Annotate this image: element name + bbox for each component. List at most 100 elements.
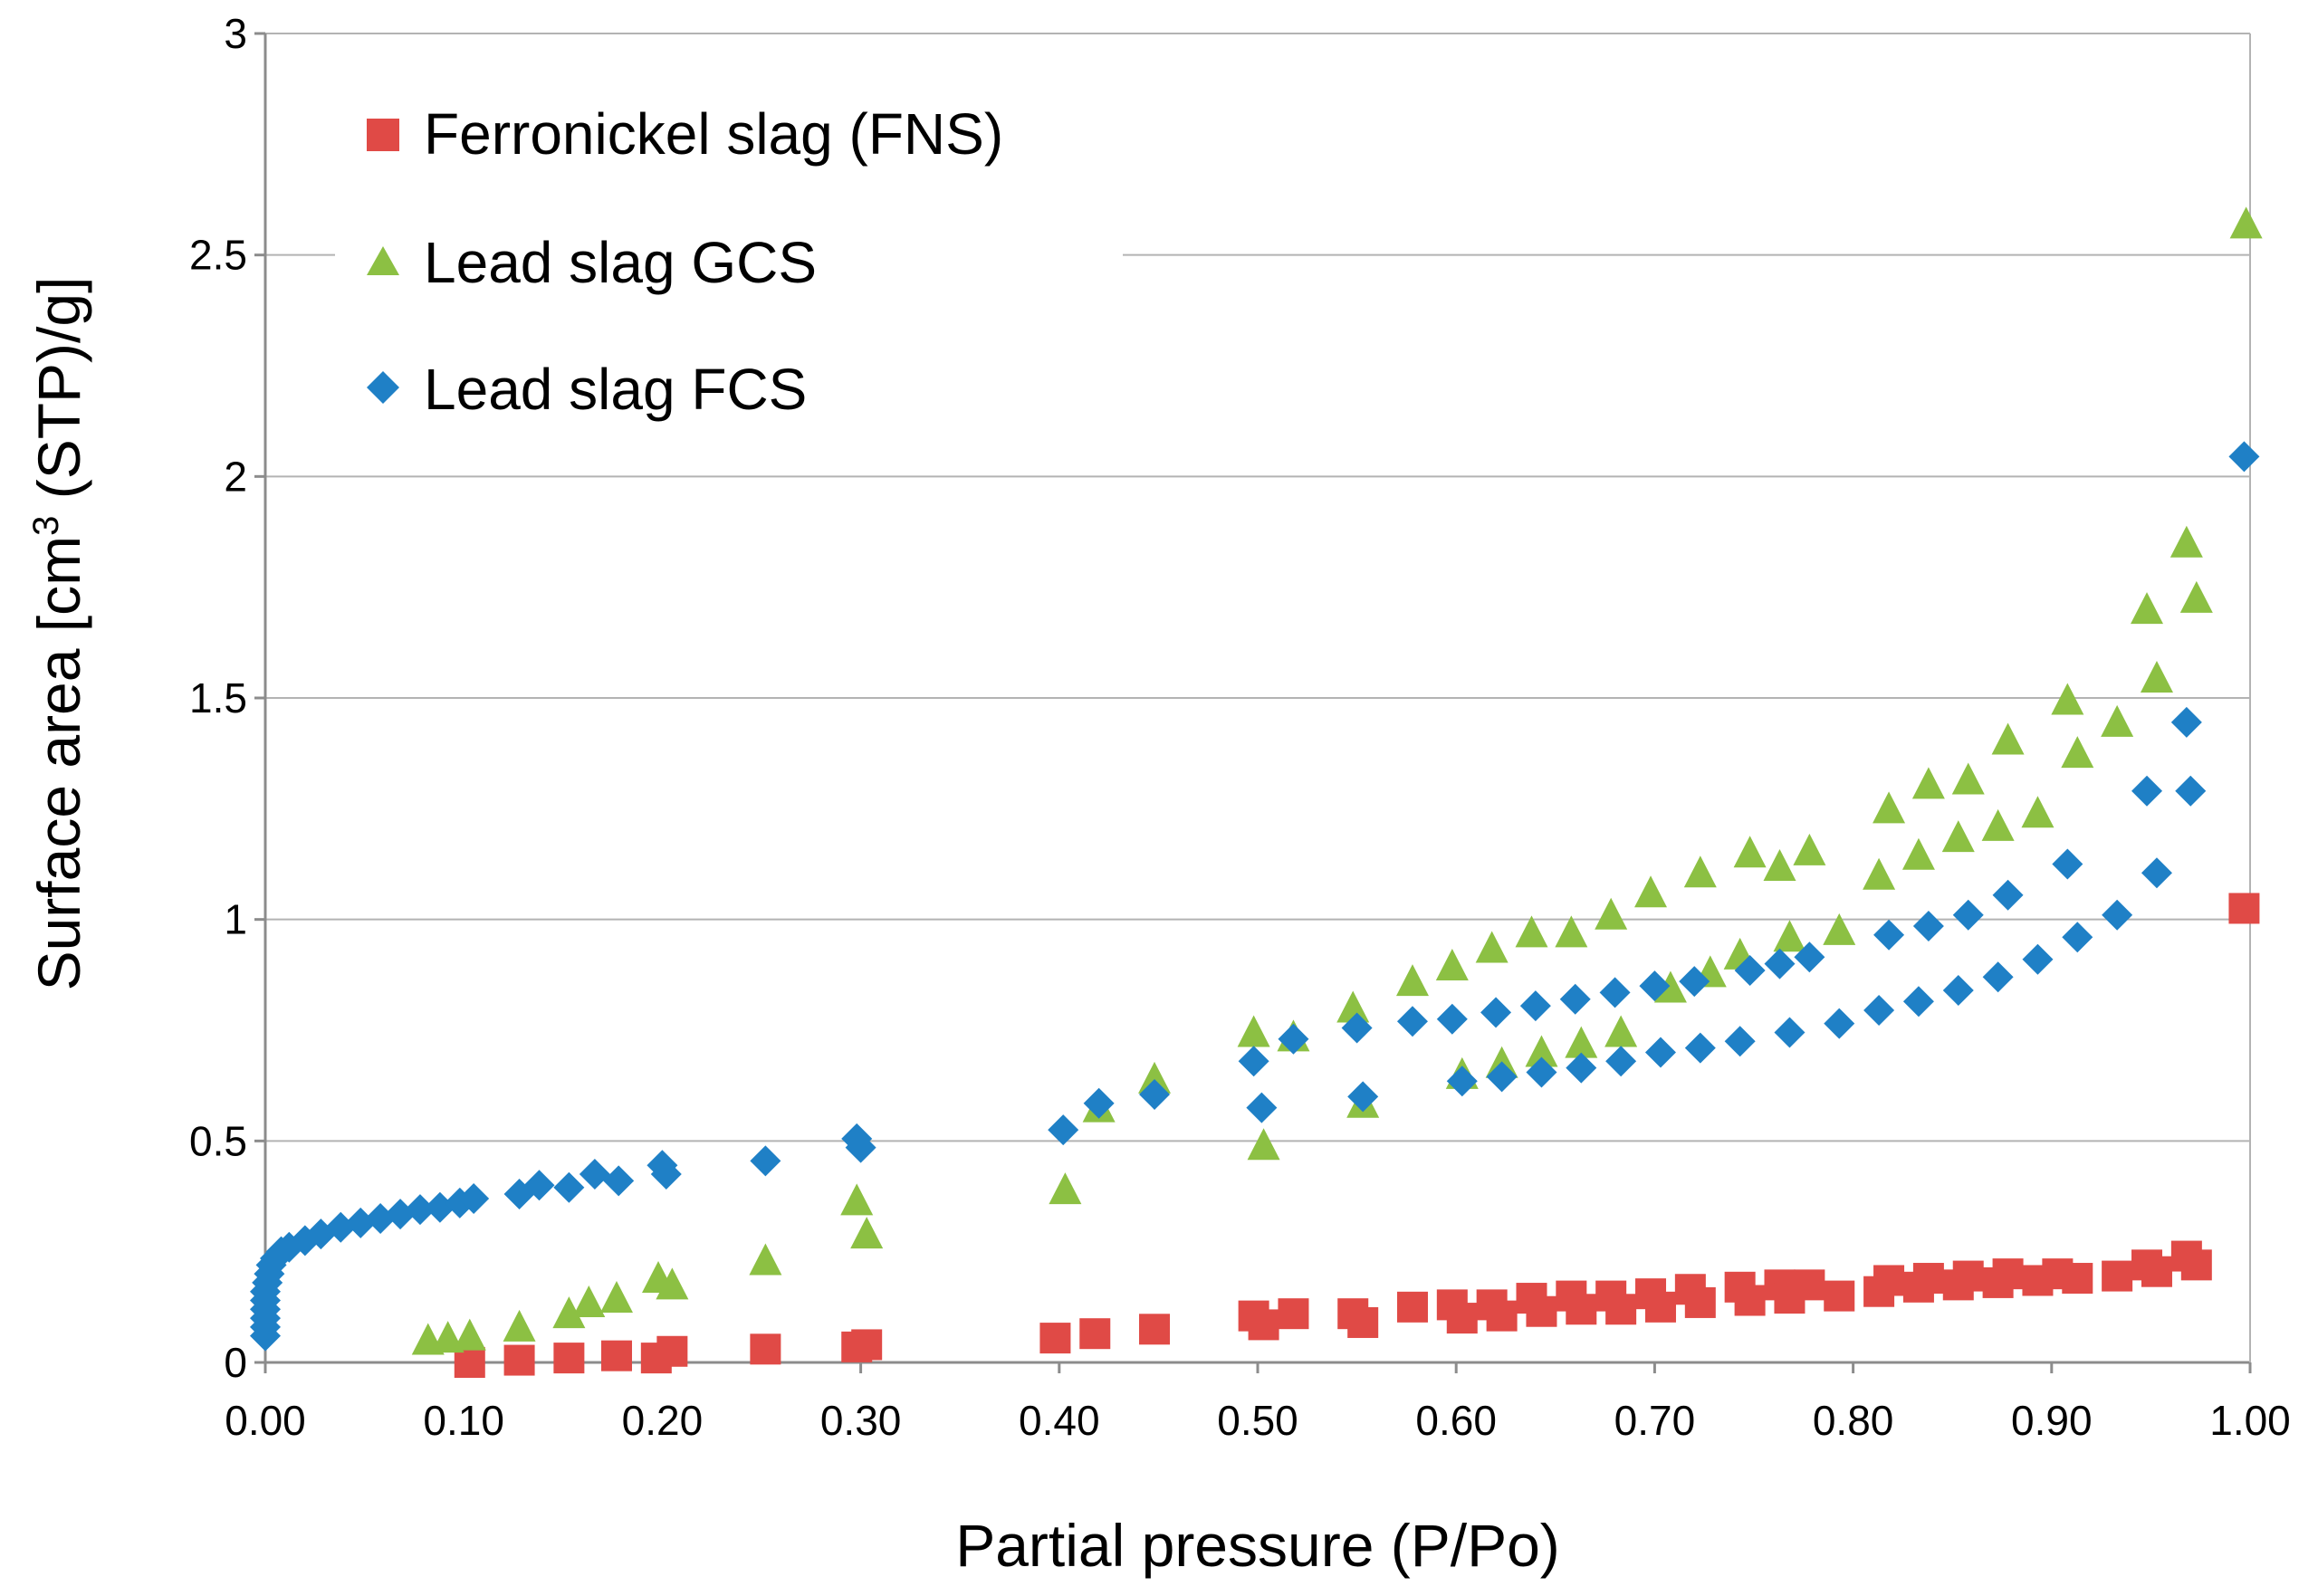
point-fcs	[2102, 899, 2133, 931]
point-fcs	[1048, 1114, 1079, 1146]
point-fns	[1248, 1309, 1279, 1341]
legend-background	[335, 80, 1123, 442]
point-gcs	[2229, 206, 2263, 239]
x-tick-label: 0.50	[1217, 1397, 1298, 1444]
point-fcs	[458, 1182, 490, 1214]
series-fcs	[250, 441, 2260, 1352]
point-gcs	[749, 1243, 782, 1276]
point-fcs	[1873, 919, 1905, 951]
point-fcs	[365, 1202, 397, 1234]
point-fns	[1566, 1294, 1597, 1325]
x-tick-label: 1.00	[2209, 1397, 2291, 1444]
legend-marker-fns	[367, 119, 399, 151]
point-fns	[1794, 1269, 1825, 1301]
point-gcs	[2021, 796, 2055, 828]
point-fcs	[1902, 986, 1934, 1018]
point-gcs	[1336, 990, 1370, 1023]
point-fcs	[1436, 1003, 1468, 1035]
point-gcs	[1049, 1172, 1082, 1205]
point-fcs	[1724, 1026, 1756, 1057]
y-axis-title-main: Surface area [cm	[25, 536, 92, 991]
point-fns	[1039, 1323, 1071, 1354]
point-fns	[1644, 1291, 1676, 1323]
point-fns	[1486, 1300, 1518, 1332]
point-fcs	[1238, 1046, 1269, 1077]
point-gcs	[1941, 820, 1975, 853]
point-fcs	[553, 1171, 585, 1203]
point-fcs	[1347, 1081, 1379, 1113]
point-fcs	[1992, 879, 2024, 911]
point-fcs	[2141, 857, 2172, 889]
point-gcs	[431, 1321, 465, 1353]
point-gcs	[1991, 722, 2025, 755]
x-tick-label: 0.30	[820, 1397, 902, 1444]
series-gcs	[411, 206, 2263, 1355]
legend: Ferronickel slag (FNS) Lead slag GCS Lea…	[335, 80, 1123, 442]
point-fcs	[1684, 1032, 1716, 1064]
point-fcs	[1824, 1008, 1855, 1039]
point-fcs	[1863, 994, 1895, 1026]
point-fns	[1396, 1291, 1428, 1323]
point-gcs	[2170, 525, 2203, 558]
point-gcs	[850, 1217, 884, 1249]
point-gcs	[1138, 1061, 1172, 1094]
point-fns	[1526, 1295, 1557, 1327]
point-fcs	[523, 1170, 555, 1201]
axes	[254, 32, 2252, 1373]
point-gcs	[1951, 762, 1985, 795]
y-tick-label: 0	[224, 1339, 247, 1386]
legend-entry-fcs: Lead slag FCS	[367, 357, 807, 422]
point-gcs	[453, 1318, 486, 1351]
x-axis-title: Partial pressure (P/Po)	[955, 1512, 1560, 1579]
legend-label-fns: Ferronickel slag (FNS)	[424, 101, 1003, 167]
point-fcs	[2170, 706, 2202, 738]
point-fns	[2102, 1260, 2133, 1292]
y-axis-title: Surface area [cm3 (STP)/g]	[25, 277, 92, 991]
point-fns	[600, 1340, 632, 1371]
point-gcs	[1653, 970, 1687, 1003]
legend-label-gcs: Lead slag GCS	[424, 230, 817, 295]
point-gcs	[2101, 704, 2134, 737]
point-fcs	[424, 1191, 455, 1223]
point-fcs	[1519, 990, 1551, 1022]
x-tick-labels: 0.00 0.10 0.20 0.30 0.40 0.50 0.60 0.70 0.80 0.90…	[225, 1397, 2291, 1444]
point-gcs	[1981, 808, 2015, 841]
point-fns	[1347, 1306, 1379, 1338]
point-fns	[553, 1343, 585, 1374]
point-fcs	[1639, 970, 1671, 1002]
point-fns	[1139, 1314, 1171, 1345]
point-fcs	[345, 1207, 377, 1238]
y-tick-label: 1	[224, 896, 247, 943]
point-gcs	[1793, 833, 1826, 865]
x-tick-label: 0.00	[225, 1397, 306, 1444]
point-fns	[1684, 1286, 1716, 1318]
point-gcs	[1604, 1015, 1638, 1047]
point-fcs	[1605, 1046, 1637, 1077]
point-gcs	[1901, 837, 1935, 870]
legend-entry-gcs: Lead slag GCS	[367, 230, 817, 295]
point-fcs	[1559, 983, 1591, 1015]
point-fcs	[845, 1132, 876, 1163]
point-fcs	[2228, 441, 2260, 473]
point-fcs	[1246, 1092, 1278, 1123]
y-axis-title-superscript: 3	[26, 516, 66, 536]
point-gcs	[2061, 736, 2094, 769]
point-fcs	[404, 1194, 436, 1226]
point-gcs	[1823, 913, 1856, 945]
gridlines	[265, 33, 2250, 1142]
point-fcs	[2131, 775, 2163, 807]
point-fcs	[2062, 922, 2093, 953]
point-gcs	[1475, 931, 1509, 963]
point-fcs	[1644, 1037, 1676, 1068]
point-fns	[1446, 1303, 1478, 1334]
point-gcs	[1773, 920, 1806, 952]
point-fcs	[1566, 1052, 1597, 1084]
point-fns	[1824, 1280, 1855, 1312]
point-gcs	[503, 1309, 536, 1342]
point-gcs	[1525, 1035, 1558, 1067]
y-tick-label: 2	[224, 453, 247, 500]
y-axis-title-rest: (STP)/g]	[25, 277, 92, 516]
point-fcs	[1486, 1061, 1518, 1093]
point-fns	[656, 1335, 688, 1367]
